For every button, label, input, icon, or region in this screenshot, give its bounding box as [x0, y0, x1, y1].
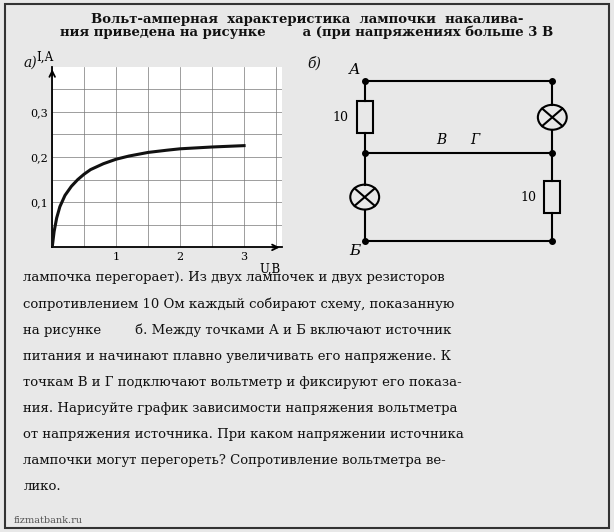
- Text: Б: Б: [349, 245, 360, 259]
- Text: Вольт-амперная  характеристика  лампочки  накалива-: Вольт-амперная характеристика лампочки н…: [91, 13, 523, 26]
- Text: лампочка перегорает). Из двух лампочек и двух резисторов: лампочка перегорает). Из двух лампочек и…: [23, 271, 445, 284]
- Text: 10: 10: [333, 111, 349, 124]
- Text: а): а): [23, 56, 37, 70]
- Text: Г: Г: [470, 133, 480, 147]
- Text: fizmatbank.ru: fizmatbank.ru: [14, 516, 83, 525]
- Text: от напряжения источника. При каком напряжении источника: от напряжения источника. При каком напря…: [23, 428, 464, 440]
- Bar: [545, 181, 560, 213]
- Text: питания и начинают плавно увеличивать его напряжение. К: питания и начинают плавно увеличивать ег…: [23, 350, 451, 362]
- Bar: [357, 101, 373, 134]
- Text: лампочки могут перегореть? Сопротивление вольтметра ве-: лампочки могут перегореть? Сопротивление…: [23, 454, 446, 467]
- Text: 10: 10: [521, 190, 537, 204]
- Text: А: А: [349, 63, 360, 77]
- Text: В: В: [437, 133, 447, 147]
- Text: сопротивлением 10 Ом каждый собирают схему, показанную: сопротивлением 10 Ом каждый собирают схе…: [23, 297, 455, 311]
- Text: лико.: лико.: [23, 480, 61, 493]
- Text: б): б): [307, 56, 321, 70]
- Text: U,В: U,В: [260, 263, 281, 276]
- Text: ния приведена на рисунке        а (при напряжениях больше 3 В: ния приведена на рисунке а (при напряжен…: [60, 25, 554, 38]
- Text: точкам В и Г подключают вольтметр и фиксируют его показа-: точкам В и Г подключают вольтметр и фикс…: [23, 376, 462, 388]
- Text: ния. Нарисуйте график зависимости напряжения вольтметра: ния. Нарисуйте график зависимости напряж…: [23, 402, 458, 414]
- Text: на рисунке        б. Между точками А и Б включают источник: на рисунке б. Между точками А и Б включа…: [23, 323, 452, 337]
- Text: I,А: I,А: [36, 51, 53, 64]
